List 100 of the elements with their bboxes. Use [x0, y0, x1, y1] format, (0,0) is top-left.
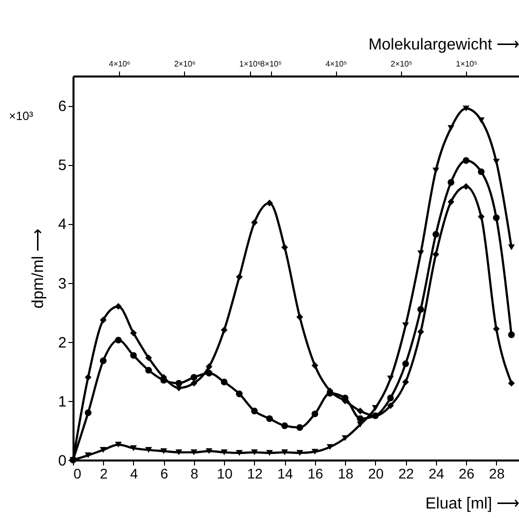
point: [160, 448, 168, 454]
point: [281, 422, 288, 430]
point: [432, 168, 440, 174]
x2-tick-label: 4×10⁵: [325, 60, 347, 68]
point: [130, 330, 137, 336]
point: [84, 374, 92, 381]
point: [251, 449, 258, 456]
point: [281, 449, 288, 456]
point: [145, 366, 152, 374]
point: [326, 444, 334, 450]
x2-tick-label: 4×10⁶: [108, 60, 130, 68]
point: [296, 450, 304, 456]
point: [115, 303, 122, 310]
point: [492, 158, 500, 165]
point: [417, 328, 424, 336]
point: [100, 357, 107, 364]
y-tick-label: 1: [58, 393, 66, 410]
x-tick-label: 6: [160, 466, 168, 482]
point: [492, 214, 500, 222]
y-axis-title: dpm/ml ⟶: [30, 228, 48, 308]
point: [448, 178, 454, 186]
x-tick-label: 18: [338, 466, 354, 482]
point: [220, 326, 228, 334]
y-tick-label: 6: [58, 98, 66, 116]
x-tick-label: 16: [308, 466, 324, 482]
point: [206, 363, 212, 370]
point: [462, 157, 470, 164]
point: [115, 442, 122, 448]
text: ×10³: [8, 109, 34, 123]
point: [372, 405, 379, 411]
x-tick-label: 0: [74, 466, 82, 482]
y-tick-label: 4: [58, 216, 66, 234]
point: [417, 250, 424, 256]
point: [432, 251, 440, 258]
y-tick-label: 5: [58, 157, 66, 174]
point: [266, 415, 273, 422]
x-tick-label: 2: [100, 466, 108, 482]
point: [100, 447, 107, 453]
point: [508, 331, 515, 338]
point: [296, 314, 304, 320]
x2-tick-label: 2×10⁶: [174, 60, 196, 68]
point: [356, 408, 364, 414]
point: [220, 449, 228, 456]
point: [492, 325, 500, 332]
x-tick-label: 20: [368, 466, 384, 482]
point: [220, 378, 228, 386]
point: [312, 448, 318, 455]
point: [402, 378, 409, 386]
point: [448, 125, 454, 131]
x2-tick-label: 8×10⁵: [260, 60, 282, 68]
point: [84, 409, 92, 416]
point: [296, 424, 304, 431]
x-tick-label: 8: [190, 466, 199, 482]
point: [387, 402, 394, 410]
x-tick-label: 14: [277, 466, 294, 482]
point: [312, 362, 318, 369]
x-tick-label: 28: [489, 466, 505, 482]
x-tick-label: 26: [458, 466, 475, 482]
point: [372, 412, 379, 420]
y-tick-label: 3: [58, 275, 66, 292]
point: [115, 336, 122, 344]
x-tick-label: 22: [398, 466, 414, 482]
point: [356, 415, 364, 422]
point: [402, 322, 409, 328]
point: [478, 117, 485, 124]
point: [417, 306, 424, 313]
point: [100, 316, 107, 324]
x-tick-label: 24: [428, 466, 444, 482]
point: [190, 374, 198, 381]
point: [84, 452, 92, 458]
point: [251, 408, 258, 414]
y-tick-label: 0: [58, 452, 66, 470]
point: [508, 244, 515, 250]
point: [478, 168, 485, 176]
point: [342, 435, 348, 442]
point: [478, 213, 485, 220]
x-tick-label: 4: [130, 466, 138, 482]
point: [236, 450, 243, 456]
point: [387, 376, 394, 382]
point: [145, 447, 152, 453]
point: [387, 394, 394, 402]
point: [175, 380, 182, 387]
point: [251, 219, 258, 226]
point: [130, 445, 137, 452]
point: [145, 354, 152, 362]
point: [206, 370, 212, 377]
point: [190, 380, 198, 387]
point: [432, 230, 440, 238]
point: [448, 198, 454, 206]
point: [175, 449, 182, 456]
point: [508, 380, 515, 387]
point: [236, 274, 243, 280]
x-tick-label: 10: [216, 466, 233, 482]
point: [206, 448, 212, 454]
x2-tick-label: 1×10⁵: [456, 60, 478, 68]
point: [312, 410, 318, 418]
x2-tick-label: 2×10⁵: [390, 60, 412, 68]
point: [402, 360, 409, 368]
point: [236, 390, 243, 398]
point: [281, 244, 288, 251]
